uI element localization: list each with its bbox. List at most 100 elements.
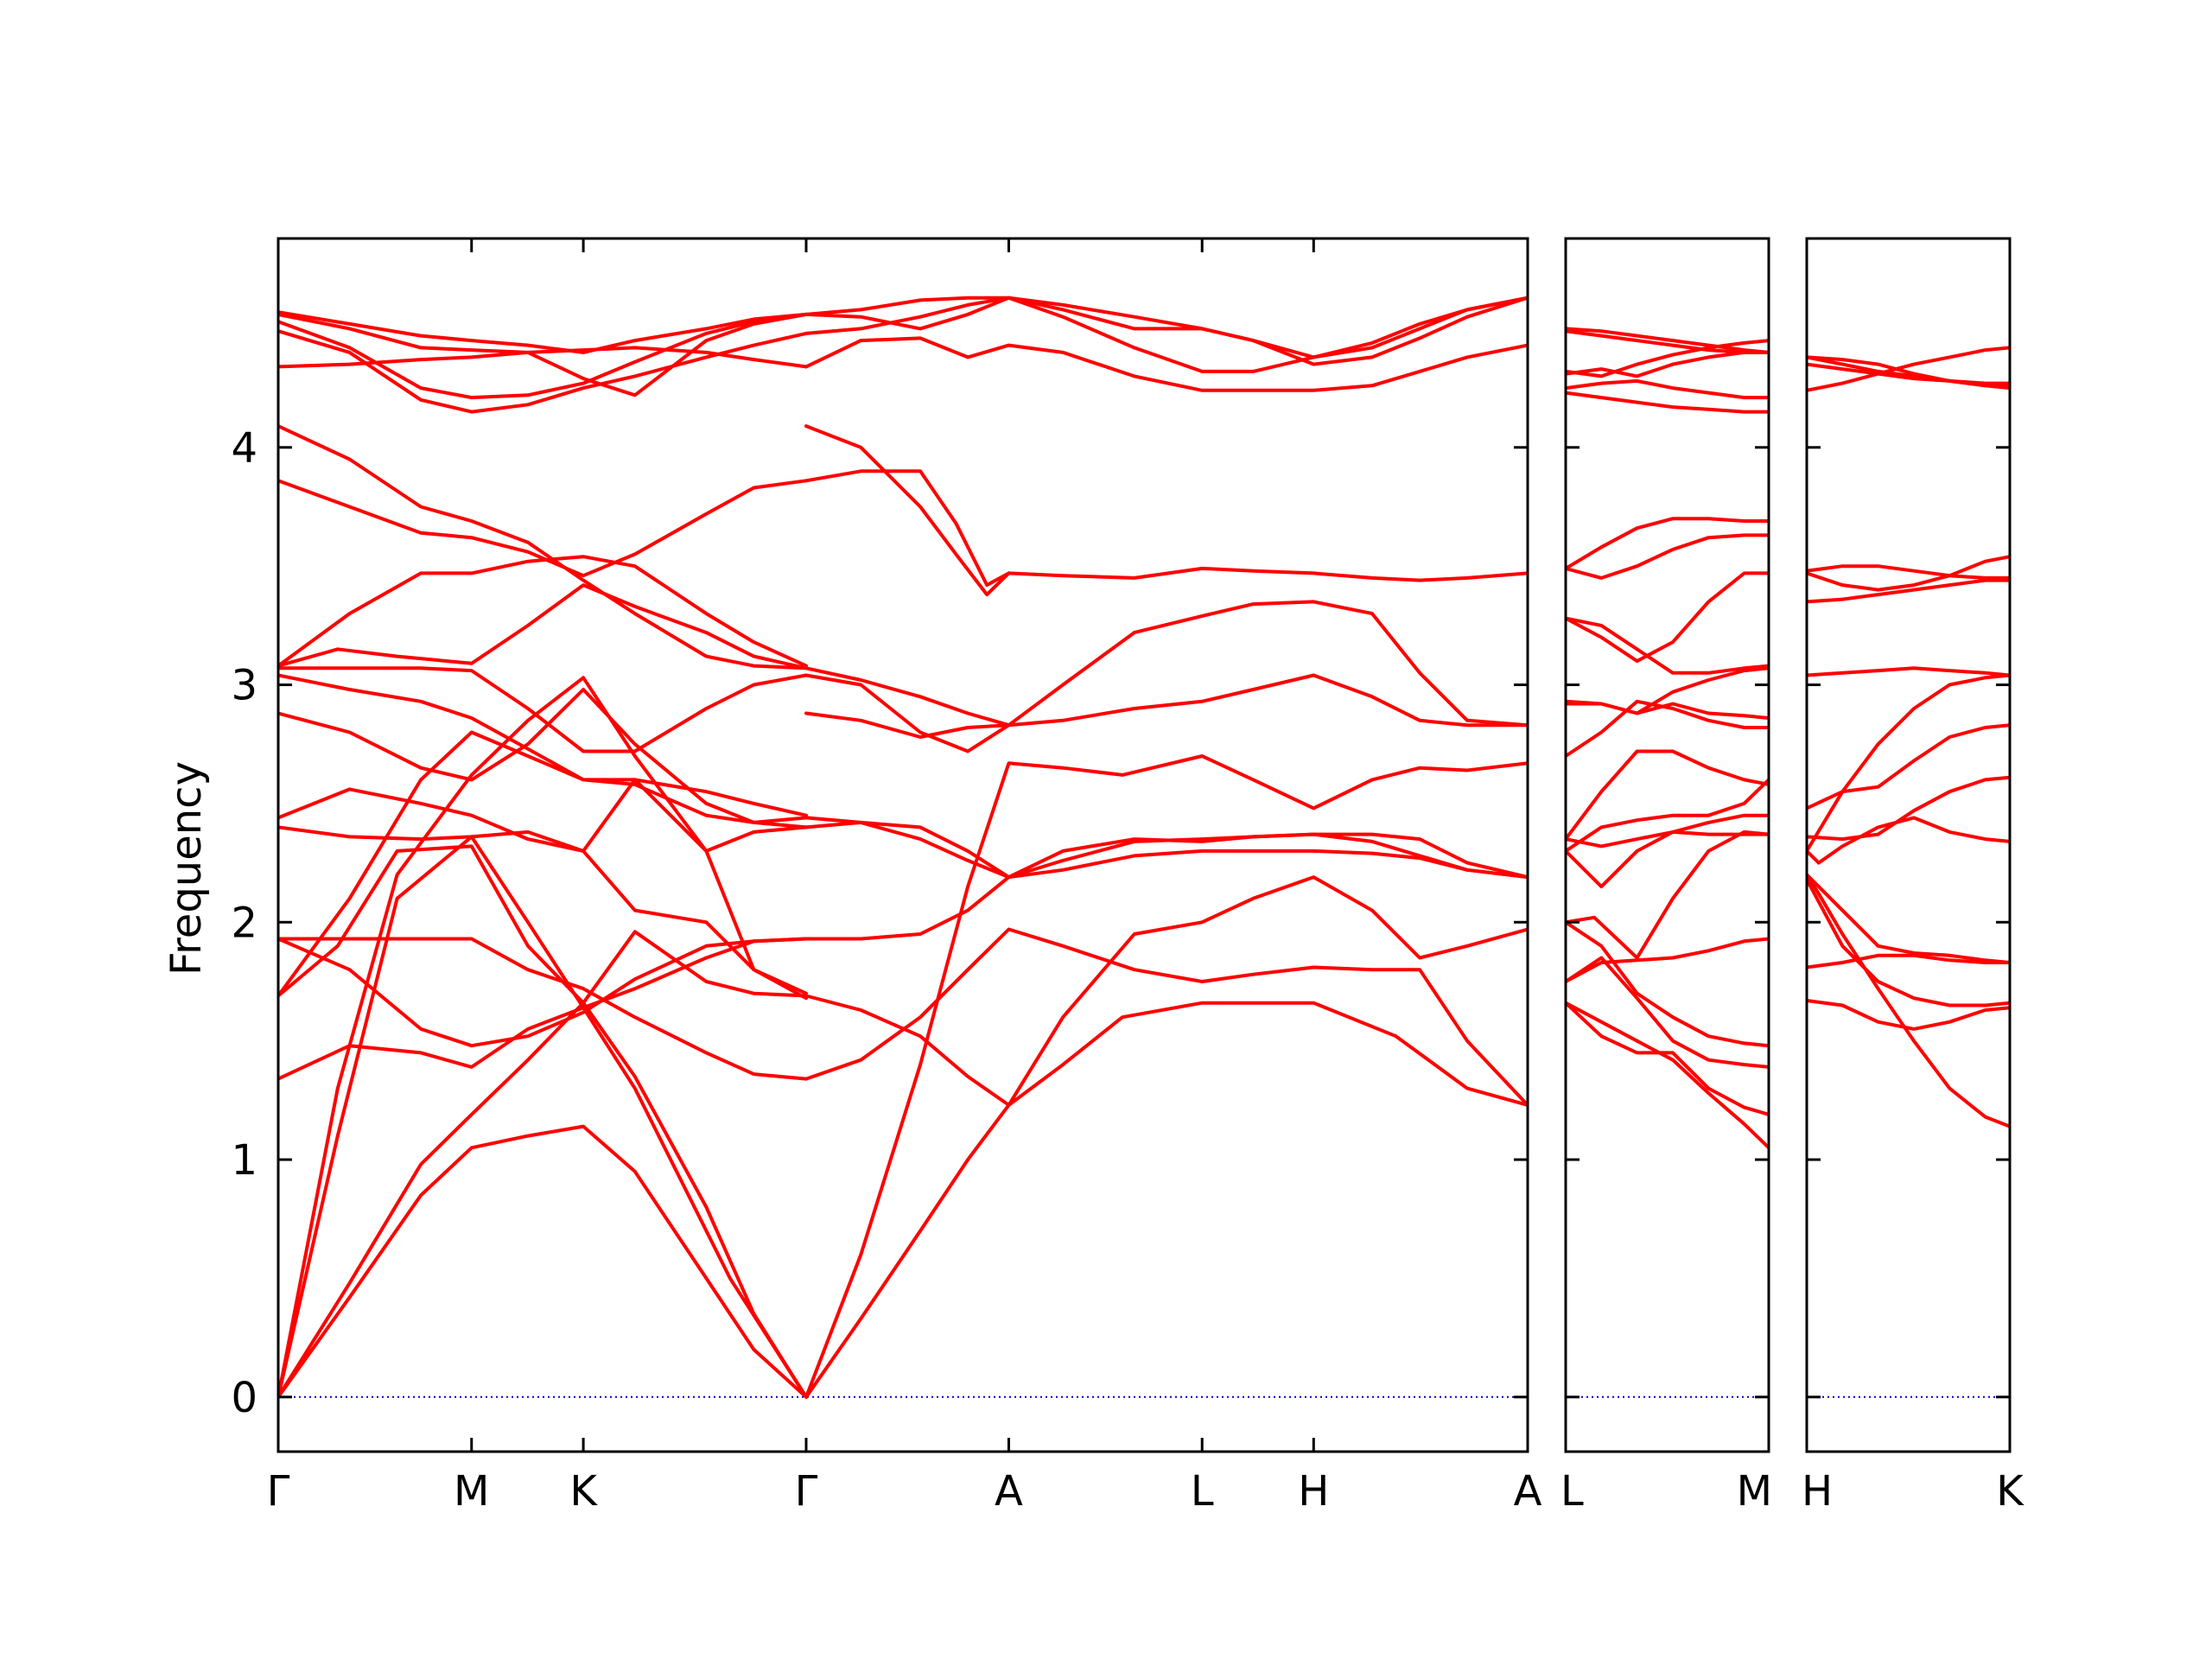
x-tick-label: M xyxy=(454,1467,489,1516)
phonon-band-11 xyxy=(1807,555,2010,592)
plot-frame xyxy=(1564,237,1770,1453)
phonon-band-27 xyxy=(804,927,1528,1107)
phonon-band-16 xyxy=(1566,533,1769,580)
phonon-band-30 xyxy=(804,816,1528,880)
phonon-band-7 xyxy=(1566,830,1769,889)
panel-1: 0 1 2 3 4 Γ M K Γ A L H A xyxy=(231,237,1542,1516)
x-tick-label: Γ xyxy=(267,1467,290,1516)
phonon-band-18 xyxy=(1566,391,1769,414)
phonon-band-12 xyxy=(1807,564,2010,580)
phonon-band-10 xyxy=(1807,666,2010,677)
phonon-band-16 xyxy=(278,555,808,668)
phonon-band-29 xyxy=(804,820,1528,880)
phonon-band-21 xyxy=(1566,339,1769,378)
phonon-band-1 xyxy=(1566,1001,1769,1150)
phonon-band-20 xyxy=(278,329,808,414)
phonon-band-32 xyxy=(804,600,1528,753)
phonon-band-18 xyxy=(278,424,808,671)
phonon-band-3 xyxy=(278,835,808,1399)
phonon-band-26 xyxy=(804,875,1528,1107)
phonon-band-15 xyxy=(1807,362,2010,385)
y-tick-label: 3 xyxy=(231,662,257,710)
x-tick-label: K xyxy=(1996,1467,2024,1516)
x-tick-label: H xyxy=(1298,1467,1329,1516)
phonon-band-13 xyxy=(1807,578,2010,604)
phonon-band-36 xyxy=(804,336,1528,392)
phonon-band-2 xyxy=(1807,999,2010,1031)
phonon-band-38 xyxy=(804,296,1528,359)
phonon-band-9 xyxy=(278,730,808,998)
x-tick-label: A xyxy=(1514,1467,1542,1516)
phonon-band-35 xyxy=(804,424,1011,597)
phonon-band-13 xyxy=(278,673,808,817)
phonon-band-1 xyxy=(1807,873,2010,1128)
plot-frame xyxy=(1805,237,2012,1453)
phonon-band-2 xyxy=(1566,1001,1769,1116)
phonon-band-3 xyxy=(1566,956,1769,1069)
phonon-band-33 xyxy=(804,666,1011,728)
phonon-band-11 xyxy=(1566,699,1769,758)
phonon-band-10 xyxy=(278,778,808,853)
x-tick-label: L xyxy=(1191,1467,1214,1516)
phonon-band-8 xyxy=(1807,723,2010,810)
phonon-band-14 xyxy=(278,666,808,753)
phonon-band-5 xyxy=(1807,873,2010,964)
phonon-band-4 xyxy=(1566,920,1769,1048)
phonon-band-5 xyxy=(1566,937,1769,983)
phonon-band-2 xyxy=(278,1001,808,1399)
phonon-band-5 xyxy=(278,937,808,1081)
x-tick-label: L xyxy=(1560,1467,1584,1516)
y-tick-label: 2 xyxy=(231,899,257,947)
phonon-band-15 xyxy=(1566,571,1769,664)
phonon-band-22 xyxy=(1566,329,1769,354)
bands xyxy=(278,296,1528,1399)
phonon-band-25 xyxy=(804,754,1528,1399)
phonon-band-14 xyxy=(1807,346,2010,392)
bands xyxy=(1566,327,1769,1150)
phonon-band-3 xyxy=(1807,877,2010,1007)
phonon-band-12 xyxy=(278,688,808,824)
phonon-band-4 xyxy=(1807,953,2010,969)
phonon-band-8 xyxy=(1566,813,1769,849)
y-tick-label: 1 xyxy=(231,1136,257,1185)
phonon-band-7 xyxy=(1807,775,2010,842)
phonon-band-24 xyxy=(804,1001,1528,1399)
x-tick-label: A xyxy=(995,1467,1023,1516)
phonon-band-17 xyxy=(1566,517,1769,570)
phonon-band-13 xyxy=(1566,666,1769,715)
phonon-band-6 xyxy=(278,937,808,1081)
phonon-band-34 xyxy=(804,469,1528,588)
phonon-band-22 xyxy=(278,312,808,397)
y-tick-label: 4 xyxy=(231,424,257,473)
phonon-band-37 xyxy=(804,296,1528,373)
x-tick-label: M xyxy=(1737,1467,1772,1516)
phonon-band-21 xyxy=(278,312,808,400)
phonon-band-39 xyxy=(804,296,1528,366)
y-axis-label: Frequency xyxy=(162,761,211,976)
phonon-band-28 xyxy=(804,849,1528,941)
phonon-band-19 xyxy=(278,346,808,369)
phonon-band-15 xyxy=(278,583,808,671)
x-tick-label: Γ xyxy=(795,1467,818,1516)
phonon-band-17 xyxy=(278,479,808,578)
phonon-band-10 xyxy=(1566,749,1769,842)
phonon-band-11 xyxy=(278,787,808,995)
phonon-band-17 xyxy=(1807,355,2010,391)
phonon-band-23 xyxy=(1566,327,1769,354)
phonon-band-23 xyxy=(278,310,808,354)
phonon-band-12 xyxy=(1566,702,1769,720)
phonon-band-9 xyxy=(1807,673,2010,853)
plot-frame xyxy=(276,237,1529,1453)
phonon-band-6 xyxy=(1566,830,1769,960)
phonon-band-9 xyxy=(1566,778,1769,853)
phonon-band-7 xyxy=(278,937,808,1048)
y-tick-label: 0 xyxy=(231,1374,257,1422)
phonon-band-19 xyxy=(1566,378,1769,400)
phonon-band-8 xyxy=(278,844,808,1005)
phonon-band-1 xyxy=(278,1124,808,1399)
x-tick-label: K xyxy=(569,1467,598,1516)
